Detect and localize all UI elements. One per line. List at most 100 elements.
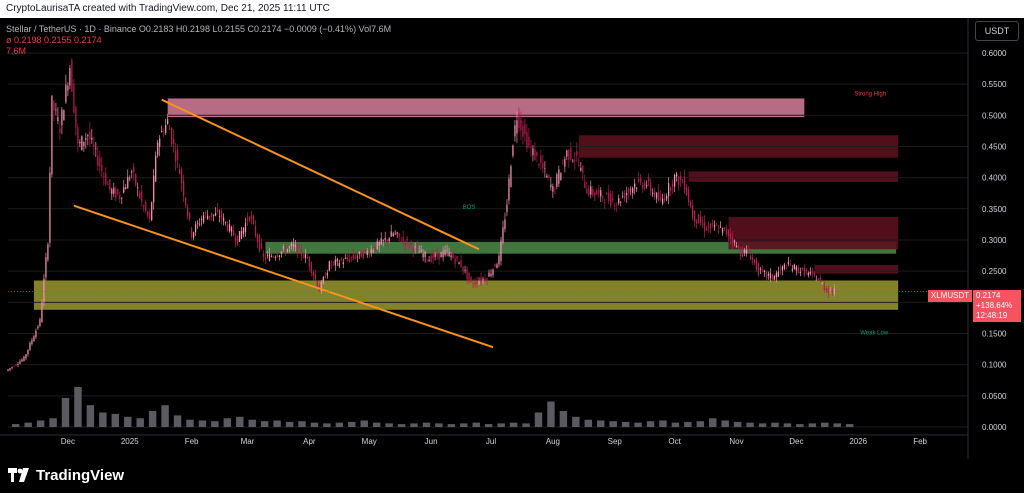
candle-body xyxy=(328,261,330,271)
candle-body xyxy=(765,271,768,277)
volume-bar xyxy=(796,424,804,427)
candle-body xyxy=(516,120,518,134)
bar-countdown: 12:48:19 xyxy=(976,311,1008,320)
candle-body xyxy=(564,159,566,167)
volume-bar xyxy=(721,420,729,427)
candle-body xyxy=(685,188,688,196)
legend-ohlc: Stellar / TetherUS · 1D · Binance O0.218… xyxy=(6,24,392,34)
candle-body xyxy=(749,256,752,260)
volume-bar xyxy=(86,405,95,427)
last-price-box: 0.2174 +138.64% 12:48:19 xyxy=(973,290,1021,322)
candle-body xyxy=(757,264,760,275)
candle-body xyxy=(496,264,498,268)
volume-bar xyxy=(435,423,443,427)
candle-body xyxy=(165,124,167,133)
volume-bar xyxy=(410,423,418,427)
candle-body xyxy=(715,224,718,226)
candle-body xyxy=(326,272,328,276)
candle-body xyxy=(492,269,494,275)
candle-body xyxy=(805,270,807,272)
candle-body xyxy=(773,276,776,280)
candle-body xyxy=(125,187,127,190)
volume-bar xyxy=(348,421,356,427)
candle-body xyxy=(141,191,143,202)
candle-body xyxy=(823,284,825,290)
time-tick-label: May xyxy=(362,437,377,446)
candle-body xyxy=(242,227,245,235)
symbol-legend: Stellar / TetherUS · 1D · Binance O0.218… xyxy=(6,24,391,57)
candle-body xyxy=(697,214,700,224)
candle-body xyxy=(210,212,213,217)
candle-body xyxy=(556,174,558,187)
candle-body xyxy=(312,272,315,276)
candle-body xyxy=(97,155,99,166)
volume-bar xyxy=(12,424,20,427)
candle-body xyxy=(149,213,151,219)
candle-body xyxy=(733,240,736,243)
candle-body xyxy=(620,201,622,203)
candle-body xyxy=(61,109,63,126)
candle-body xyxy=(606,193,608,195)
volume-bar xyxy=(447,424,456,427)
candle-body xyxy=(775,272,778,278)
candle-body xyxy=(546,175,548,178)
candle-body xyxy=(600,190,602,197)
candle-body xyxy=(789,264,792,266)
candle-body xyxy=(566,150,568,157)
candle-body xyxy=(731,237,734,244)
candle-body xyxy=(650,183,652,192)
price-chart[interactable]: Strong High Weak Low BOS 0.6000 0.5500 0.500… xyxy=(0,18,1024,459)
volume-bar xyxy=(99,412,107,427)
candle-body xyxy=(576,151,578,156)
resistance-zone xyxy=(167,98,805,118)
candle-body xyxy=(260,243,263,249)
price-axis[interactable]: 0.6000 0.5500 0.5000 0.4500 0.4000 0.3500 0.30… xyxy=(967,18,1024,459)
candle-body xyxy=(560,172,562,181)
candle-body xyxy=(480,277,482,282)
candle-body xyxy=(510,166,512,187)
candle-body xyxy=(99,157,101,167)
candle-body xyxy=(39,319,41,327)
candle-body xyxy=(218,216,221,218)
candle-body xyxy=(586,189,588,194)
dark-zone xyxy=(688,171,899,182)
candle-body xyxy=(735,245,738,248)
volume-bar xyxy=(61,397,70,427)
candle-body xyxy=(131,171,133,173)
candle-body xyxy=(310,262,313,273)
candle-body xyxy=(47,244,49,260)
chart-annotation: Weak Low xyxy=(860,331,889,337)
candle-body xyxy=(190,227,193,238)
candle-body xyxy=(127,176,129,189)
candle-body xyxy=(468,272,470,281)
candle-body xyxy=(262,253,265,257)
candle-body xyxy=(173,139,175,145)
candle-body xyxy=(636,187,638,189)
candle-body xyxy=(813,272,815,275)
candle-body xyxy=(518,112,520,129)
candle-body xyxy=(388,238,390,242)
candle-body xyxy=(41,302,43,323)
volume-bar xyxy=(211,421,219,427)
candle-body xyxy=(87,135,89,137)
candle-body xyxy=(268,253,271,261)
volume-bar xyxy=(148,411,157,427)
footer-bar xyxy=(0,459,1024,493)
candle-body xyxy=(288,246,291,248)
volume-bar xyxy=(285,421,294,427)
volume-bar xyxy=(659,420,667,427)
candle-body xyxy=(21,359,23,362)
candle-body xyxy=(484,278,486,281)
price-tick-label: 0.1500 xyxy=(982,329,1007,338)
currency-selector[interactable]: USDT xyxy=(975,21,1019,41)
candle-body xyxy=(139,192,141,199)
candle-body xyxy=(568,149,570,160)
candle-body xyxy=(825,288,827,291)
candle-body xyxy=(689,201,692,208)
candle-body xyxy=(274,256,277,258)
candle-body xyxy=(396,232,398,234)
time-axis[interactable]: Dec 2025 Feb Mar Apr May Jun Jul Aug Sep Oct Nov Dec… xyxy=(0,434,968,446)
candle-body xyxy=(123,187,125,193)
candle-body xyxy=(109,179,111,190)
time-tick-label: Dec xyxy=(61,437,75,446)
